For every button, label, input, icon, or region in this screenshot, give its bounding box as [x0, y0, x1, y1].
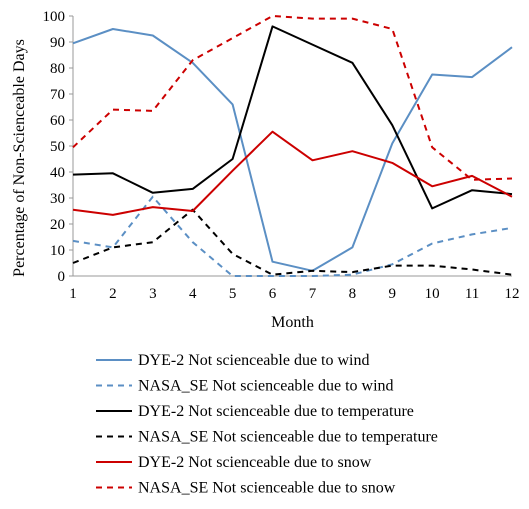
series-line-4 [72, 130, 513, 216]
x-tick-label: 3 [149, 286, 157, 302]
series-line-3 [72, 208, 513, 276]
y-tick-label: 50 [50, 139, 65, 155]
series-line-0 [72, 28, 513, 272]
y-tick-label: 0 [58, 269, 66, 285]
x-tick-label: 4 [189, 286, 197, 302]
y-tick-label: 60 [50, 113, 65, 129]
legend-label-3: NASA_SE Not scienceable due to temperatu… [138, 429, 438, 446]
x-tick-label: 7 [309, 286, 317, 302]
x-tick-label: 12 [505, 286, 520, 302]
x-tick-label: 1 [69, 286, 77, 302]
legend-label-2: DYE-2 Not scienceable due to temperature [138, 403, 414, 420]
legend-label-1: NASA_SE Not scienceable due to wind [138, 378, 394, 395]
series-line-2 [72, 25, 513, 210]
y-axis-title: Percentage of Non-Scienceable Days [11, 39, 28, 277]
y-tick-label: 30 [50, 191, 65, 207]
y-tick-label: 80 [50, 61, 65, 77]
x-axis-title: Month [271, 314, 314, 331]
y-tick-label: 40 [50, 165, 65, 181]
legend-label-4: DYE-2 Not scienceable due to snow [138, 454, 372, 471]
x-tick-label: 9 [389, 286, 397, 302]
x-tick-label: 5 [229, 286, 237, 302]
y-tick-label: 10 [50, 243, 65, 259]
x-tick-label: 2 [109, 286, 117, 302]
series-line-1 [72, 195, 513, 277]
y-tick-label: 90 [50, 35, 65, 51]
series-line-5 [72, 15, 513, 181]
x-tick-label: 10 [425, 286, 440, 302]
y-tick-label: 20 [50, 217, 65, 233]
y-tick-label: 70 [50, 87, 65, 103]
x-tick-label: 6 [269, 286, 277, 302]
legend-label-5: NASA_SE Not scienceable due to snow [138, 480, 396, 497]
x-tick-label: 11 [465, 286, 479, 302]
y-tick-label: 100 [43, 9, 66, 25]
legend-label-0: DYE-2 Not scienceable due to wind [138, 352, 369, 369]
x-tick-label: 8 [349, 286, 357, 302]
